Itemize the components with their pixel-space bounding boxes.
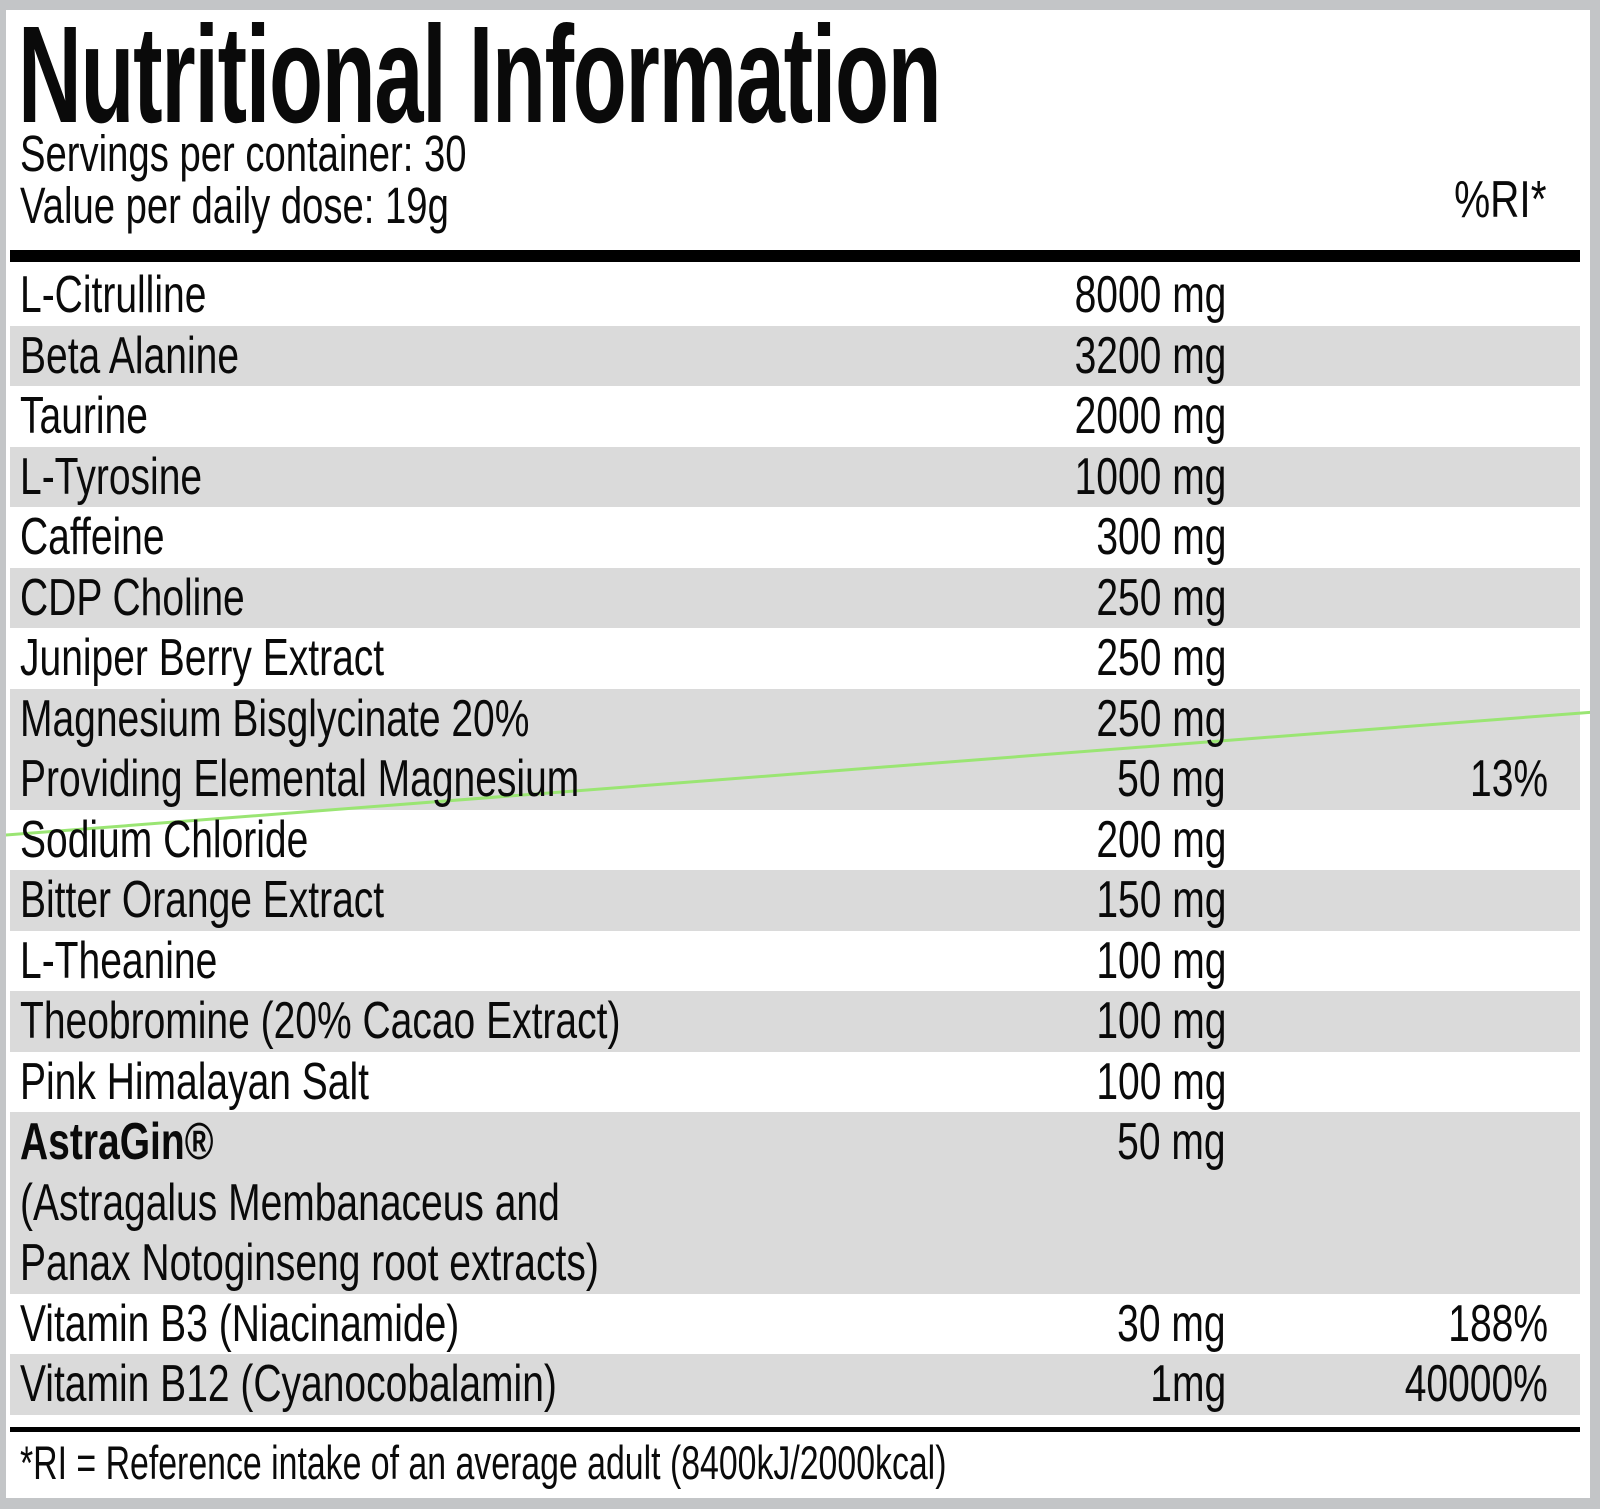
ingredient-name: Beta Alanine <box>20 326 240 385</box>
amount-value: 200 mg <box>1095 810 1226 869</box>
table-row: L-Tyrosine 1000 mg <box>10 446 1580 507</box>
amount-value: 250 mg <box>1095 568 1226 627</box>
amount-value: 250 mg <box>1095 629 1226 688</box>
amount-value: 1000 mg <box>1074 447 1226 506</box>
ingredient-name: Magnesium Bisglycinate 20% <box>20 689 530 748</box>
amount-value: 1mg <box>1150 1355 1226 1414</box>
ingredient-name: AstraGin® <box>20 1113 214 1172</box>
ingredient-name: Caffeine <box>20 508 165 567</box>
ingredient-name: Providing Elemental Magnesium <box>20 750 580 809</box>
amount-value: 100 mg <box>1095 1052 1226 1111</box>
page-title-text: Nutritional Information <box>18 10 942 152</box>
table-row: Vitamin B3 (Niacinamide) 30 mg 188% <box>10 1294 1580 1355</box>
footnote: *RI = Reference intake of an average adu… <box>20 1436 947 1489</box>
label-panel: Nutritional Information Servings per con… <box>6 10 1590 1498</box>
amount-value: 30 mg <box>1117 1294 1226 1353</box>
ri-value: 188% <box>1448 1294 1548 1353</box>
ri-value: 40000% <box>1404 1355 1548 1414</box>
amount-value: 8000 mg <box>1074 266 1226 325</box>
ingredient-name: L-Tyrosine <box>20 447 203 506</box>
amount-value: 2000 mg <box>1074 387 1226 446</box>
table-row: Taurine 2000 mg <box>10 386 1580 447</box>
ingredient-name: CDP Choline <box>20 568 245 627</box>
amount-value: 100 mg <box>1095 931 1226 990</box>
ingredient-name: L-Citrulline <box>20 266 207 325</box>
table-row: (Astragalus Membanaceus and <box>10 1172 1580 1233</box>
amount-value: 3200 mg <box>1074 326 1226 385</box>
table-row: Panax Notoginseng root extracts) <box>10 1233 1580 1294</box>
nutrition-table: L-Citrulline 8000 mg Beta Alanine 3200 mg Ta… <box>10 265 1580 1415</box>
amount-value: 250 mg <box>1095 689 1226 748</box>
ingredient-name: Theobromine (20% Cacao Extract) <box>20 992 621 1051</box>
table-row: Pink Himalayan Salt 100 mg <box>10 1052 1580 1113</box>
table-row: Providing Elemental Magnesium 50 mg 13% <box>10 749 1580 810</box>
ingredient-name: Bitter Orange Extract <box>20 871 385 930</box>
table-row: AstraGin® 50 mg <box>10 1112 1580 1173</box>
page-title: Nutritional Information <box>18 10 1459 152</box>
table-row: Juniper Berry Extract 250 mg <box>10 628 1580 689</box>
ingredient-name: (Astragalus Membanaceus and <box>20 1173 560 1232</box>
amount-value: 100 mg <box>1095 992 1226 1051</box>
amount-value: 150 mg <box>1095 871 1226 930</box>
ri-value: 13% <box>1469 750 1548 809</box>
ingredient-name: L-Theanine <box>20 931 218 990</box>
table-row: Bitter Orange Extract 150 mg <box>10 870 1580 931</box>
ingredient-name: Pink Himalayan Salt <box>20 1052 369 1111</box>
amount-value: 50 mg <box>1117 750 1226 809</box>
servings-line: Servings per container: 30 <box>20 125 467 182</box>
table-row: Vitamin B12 (Cyanocobalamin) 1mg 40000% <box>10 1354 1580 1415</box>
table-row: Caffeine 300 mg <box>10 507 1580 568</box>
table-row: L-Citrulline 8000 mg <box>10 265 1580 326</box>
table-row: L-Theanine 100 mg <box>10 931 1580 992</box>
table-row: CDP Choline 250 mg <box>10 567 1580 628</box>
footnote-divider <box>10 1427 1580 1432</box>
ingredient-name: Taurine <box>20 387 148 446</box>
amount-value: 50 mg <box>1117 1113 1226 1172</box>
table-row: Beta Alanine 3200 mg <box>10 325 1580 386</box>
ri-column-header: %RI* <box>1453 171 1546 229</box>
daily-dose-line: Value per daily dose: 19g <box>20 177 449 234</box>
table-row: Magnesium Bisglycinate 20% 250 mg <box>10 688 1580 749</box>
ingredient-name: Vitamin B3 (Niacinamide) <box>20 1294 460 1353</box>
ingredient-name: Vitamin B12 (Cyanocobalamin) <box>20 1355 557 1414</box>
header-divider <box>10 250 1580 262</box>
ingredient-name: Juniper Berry Extract <box>20 629 385 688</box>
ingredient-name: Sodium Chloride <box>20 810 309 869</box>
ingredient-name: Panax Notoginseng root extracts) <box>20 1234 599 1293</box>
table-row: Theobromine (20% Cacao Extract) 100 mg <box>10 991 1580 1052</box>
amount-value: 300 mg <box>1095 508 1226 567</box>
table-row: Sodium Chloride 200 mg <box>10 810 1580 871</box>
